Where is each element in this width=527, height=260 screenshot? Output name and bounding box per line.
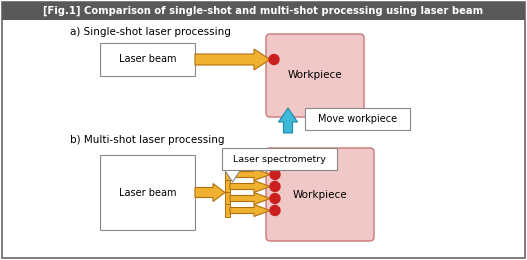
Circle shape	[270, 205, 280, 216]
Polygon shape	[230, 192, 270, 205]
Polygon shape	[230, 168, 270, 180]
Polygon shape	[225, 170, 240, 182]
Polygon shape	[195, 184, 225, 202]
FancyBboxPatch shape	[225, 192, 230, 205]
Text: Laser beam: Laser beam	[119, 55, 176, 64]
Polygon shape	[278, 108, 298, 133]
FancyBboxPatch shape	[266, 148, 374, 241]
Text: Laser beam: Laser beam	[119, 187, 176, 198]
Text: Workpiece: Workpiece	[292, 190, 347, 199]
Circle shape	[270, 181, 280, 192]
Circle shape	[270, 170, 280, 179]
FancyBboxPatch shape	[225, 180, 230, 193]
FancyBboxPatch shape	[2, 2, 525, 20]
FancyBboxPatch shape	[100, 43, 195, 76]
FancyBboxPatch shape	[225, 168, 230, 181]
Text: b) Multi-shot laser processing: b) Multi-shot laser processing	[70, 135, 225, 145]
Text: a) Single-shot laser processing: a) Single-shot laser processing	[70, 27, 231, 37]
FancyBboxPatch shape	[225, 204, 230, 217]
Polygon shape	[230, 205, 270, 217]
FancyBboxPatch shape	[100, 155, 195, 230]
Circle shape	[269, 55, 279, 64]
FancyBboxPatch shape	[222, 148, 337, 170]
FancyBboxPatch shape	[266, 34, 364, 117]
FancyBboxPatch shape	[305, 108, 410, 130]
Text: Laser spectrometry: Laser spectrometry	[233, 154, 326, 164]
Circle shape	[270, 193, 280, 204]
Text: Workpiece: Workpiece	[288, 70, 343, 81]
Text: Move workpiece: Move workpiece	[318, 114, 397, 124]
Text: [Fig.1] Comparison of single-shot and multi-shot processing using laser beam: [Fig.1] Comparison of single-shot and mu…	[43, 6, 483, 16]
Polygon shape	[195, 49, 270, 70]
Polygon shape	[230, 180, 270, 192]
